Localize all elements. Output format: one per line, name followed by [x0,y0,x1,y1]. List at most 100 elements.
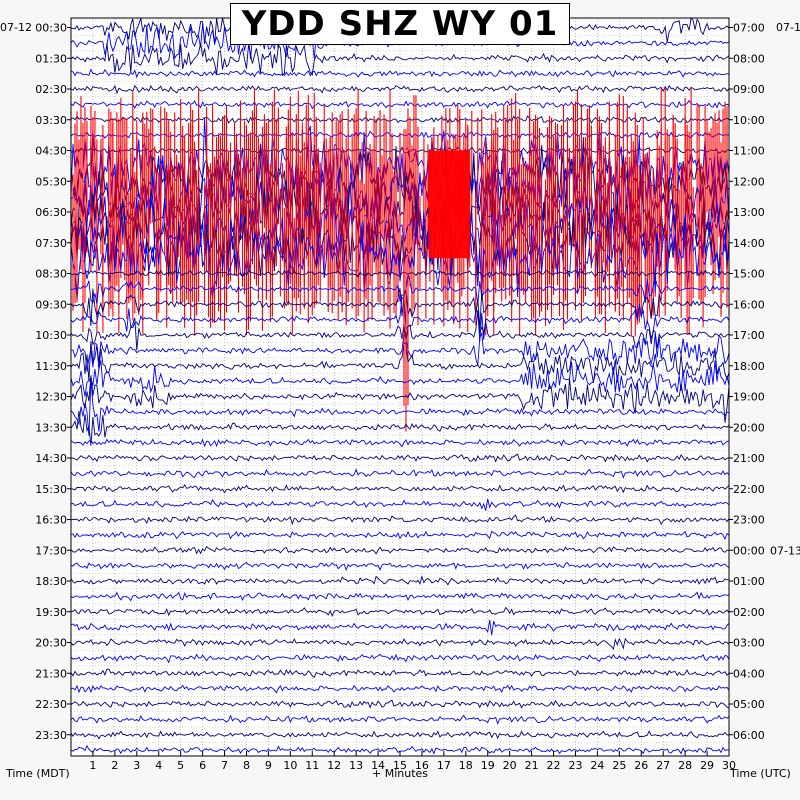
right-tick-label: 04:00 [733,667,765,680]
left-tick-label: 22:30 [35,698,67,711]
trace-line [70,68,730,79]
right-tick-label: 23:00 [733,514,765,527]
x-tick-label: 2 [111,759,118,772]
left-tick-label: 07:30 [35,237,67,250]
trace-line [70,453,730,463]
trace-line [70,730,729,740]
trace-line [70,684,730,694]
right-tick-label: 01:00 [733,575,765,588]
right-tick-label: 08:00 [733,52,765,65]
x-tick-label: 14 [371,759,385,772]
right-tick-label: 16:00 [733,298,765,311]
right-tick-label: 15:00 [733,268,765,281]
left-axis-label: Time (MDT) [5,767,70,780]
right-tick-label: 17:00 [733,329,765,342]
trace-line [70,699,730,709]
x-tick-label: 3 [133,759,140,772]
left-date-label: 07-12 [0,21,32,34]
x-tick-label: 19 [481,759,495,772]
trace-line [70,360,730,397]
trace-line [70,653,730,664]
left-tick-label: 16:30 [35,514,67,527]
chart-title: YDD SHZ WY 01 [241,4,559,44]
trace-line [70,273,730,305]
trace-line [70,84,730,95]
x-tick-label: 22 [547,759,561,772]
right-tick-label: 18:00 [733,360,765,373]
left-tick-label: 05:30 [35,175,67,188]
left-tick-label: 21:30 [35,667,67,680]
trace-line [70,714,730,725]
trace-line [70,43,730,77]
right-tick-label: 19:00 [733,391,765,404]
trace-line [70,620,730,636]
x-tick-label: 4 [155,759,162,772]
x-tick-label: 29 [700,759,714,772]
trace-line [70,331,730,372]
trace-line [71,484,730,494]
x-tick-label: 18 [459,759,473,772]
trace-line [70,296,730,342]
x-tick-label: 28 [678,759,692,772]
left-tick-label: 19:30 [35,606,67,619]
x-tick-label: 13 [349,759,363,772]
left-tick-label: 01:30 [35,52,67,65]
x-tick-label: 7 [221,759,228,772]
right-tick-label: 14:00 [733,237,765,250]
x-tick-label: 8 [243,759,250,772]
right-axis-label: Time (UTC) [729,767,791,780]
x-tick-label: 10 [283,759,297,772]
trace-line [70,606,730,618]
trace-line [70,375,730,423]
left-tick-label: 04:30 [35,145,67,158]
left-tick-label: 15:30 [35,483,67,496]
x-tick-label: 1 [89,759,96,772]
trace-line [70,269,730,279]
x-tick-label: 24 [590,759,604,772]
x-tick-label: 27 [656,759,670,772]
left-tick-label: 08:30 [35,268,67,281]
right-tick-label: 03:00 [733,637,765,650]
left-tick-label: 23:30 [35,729,67,742]
right-tick-label: 21:00 [733,452,765,465]
x-tick-label: 17 [437,759,451,772]
left-tick-label: 02:30 [35,83,67,96]
right-tick-label: 20:00 [733,421,765,434]
left-tick-label: 18:30 [35,575,67,588]
right-tick-label: 07:00 [733,22,765,35]
x-tick-label: 9 [265,759,272,772]
left-tick-label: 17:30 [35,544,67,557]
right-tick-label: 00:00 [733,544,765,557]
left-tick-label: 10:30 [35,329,67,342]
left-tick-label: 00:30 [35,22,67,35]
right-date-label: 07-1 [776,21,800,34]
trace-line [70,562,730,572]
trace-line [70,411,730,446]
trace-line [70,340,730,383]
right-tick-label: 06:00 [733,729,765,742]
right-tick-label: 10:00 [733,114,765,127]
left-tick-label: 13:30 [35,421,67,434]
trace-line [70,311,730,351]
x-tick-label: 11 [305,759,319,772]
x-tick-label: 16 [415,759,429,772]
right-date-change-label: 07-13 [770,544,800,557]
x-tick-label: 12 [327,759,341,772]
x-tick-label: 6 [199,759,206,772]
left-tick-label: 11:30 [35,360,67,373]
trace-line [70,591,730,602]
left-tick-label: 12:30 [35,391,67,404]
x-tick-label: 15 [393,759,407,772]
trace-line [70,498,730,511]
trace-line [70,379,730,436]
chart-title-box: YDD SHZ WY 01 [230,3,570,45]
left-tick-label: 03:30 [35,114,67,127]
x-axis-label: + Minutes [372,767,428,780]
trace-line [70,530,730,541]
trace-line [70,514,730,526]
right-tick-label: 22:00 [733,483,765,496]
right-tick-label: 05:00 [733,698,765,711]
right-tick-label: 02:00 [733,606,765,619]
left-tick-label: 06:30 [35,206,67,219]
